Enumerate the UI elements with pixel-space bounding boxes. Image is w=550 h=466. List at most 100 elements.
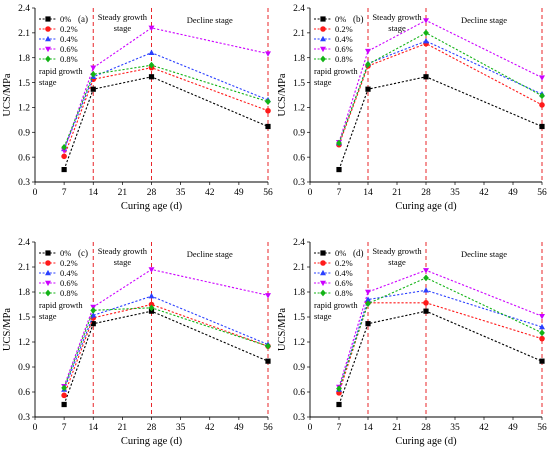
legend-label: 0.6% (335, 44, 353, 54)
series-line-1 (63, 67, 269, 157)
y-tick-label: 1.8 (293, 54, 305, 64)
data-point (365, 300, 371, 308)
stage-label-decline: Decline stage (187, 249, 233, 259)
series-line-0 (338, 310, 543, 405)
data-point (365, 48, 371, 55)
data-point (148, 304, 155, 312)
series-line-2 (338, 289, 543, 390)
data-point (365, 296, 371, 302)
y-tick-label: 0.6 (293, 153, 305, 163)
legend-marker (320, 35, 326, 42)
legend-label: 0.4% (335, 268, 353, 278)
stage-label-steady: stage (388, 23, 406, 33)
x-tick-label: 21 (392, 188, 402, 198)
series-line-3 (338, 19, 543, 143)
x-tick-label: 7 (337, 188, 342, 198)
data-point (148, 74, 155, 80)
chart-panel-d: 0 7 14 21 28 35 42 49 56 0.3 0.6 0.9 1.2 1.5 1.8 2.1 2.4… (277, 238, 547, 447)
stage-label-steady: Steady growth (372, 246, 422, 256)
series-line-2 (63, 295, 269, 390)
x-tick-label: 0 (308, 188, 313, 198)
stage-label-rapid: rapid growth (39, 66, 83, 76)
x-axis-title: Curing age (d) (395, 436, 457, 447)
x-tick-label: 0 (33, 188, 38, 198)
series-line-3 (63, 27, 269, 151)
data-point (148, 61, 155, 69)
legend-marker (320, 250, 326, 256)
data-point (61, 392, 67, 399)
y-axis-title: UCS/MPa (2, 308, 13, 352)
series-line-4 (338, 277, 543, 389)
x-tick-label: 42 (479, 188, 489, 198)
legend-label: 0% (60, 14, 71, 24)
data-point (148, 293, 155, 299)
series-line-0 (63, 76, 269, 170)
legend-marker (45, 250, 51, 256)
x-tick-label: 14 (363, 423, 373, 433)
panel-label: (d) (353, 248, 364, 258)
series-line-0 (63, 310, 269, 405)
y-tick-label: 2.4 (18, 4, 30, 14)
legend-label: 0.8% (60, 288, 78, 298)
x-tick-label: 35 (176, 188, 186, 198)
x-tick-label: 49 (234, 188, 244, 198)
legend-label: 0% (335, 248, 346, 258)
data-point (265, 293, 271, 299)
data-point (61, 166, 67, 173)
legend-label: 0.4% (60, 268, 78, 278)
data-point (336, 385, 342, 393)
y-tick-label: 1.5 (18, 313, 30, 323)
stage-label-rapid: stage (314, 77, 332, 87)
x-tick-label: 49 (508, 188, 518, 198)
y-tick-label: 2.1 (293, 29, 305, 39)
y-tick-label: 0.9 (293, 128, 305, 138)
data-point (539, 92, 545, 100)
x-axis-title: Curing age (d) (121, 201, 183, 212)
legend-label: 0.6% (335, 278, 353, 288)
stage-label-rapid: stage (314, 311, 332, 321)
legend-marker (320, 46, 326, 53)
data-point (539, 123, 545, 130)
x-tick-label: 28 (147, 423, 157, 433)
x-tick-label: 35 (450, 423, 460, 433)
x-tick-label: 7 (337, 423, 342, 433)
y-axis-title: UCS/MPa (2, 73, 13, 117)
x-tick-label: 7 (62, 188, 67, 198)
panel-label: (b) (353, 14, 364, 24)
y-tick-label: 1.8 (18, 54, 30, 64)
data-point (90, 312, 97, 318)
x-tick-label: 28 (421, 423, 431, 433)
y-tick-label: 2.4 (293, 4, 305, 14)
data-point (90, 70, 97, 78)
y-tick-label: 0.6 (18, 388, 30, 398)
x-tick-label: 28 (147, 188, 157, 198)
legend-label: 0.2% (335, 24, 353, 34)
stage-label-rapid: rapid growth (39, 300, 83, 310)
chart-panel-b: 0 7 14 21 28 35 42 49 56 0.3 0.6 0.9 1.2 1.5 1.8 2.1 2.4… (277, 4, 547, 212)
series-line-4 (338, 32, 543, 144)
data-point (148, 25, 155, 32)
legend-marker (45, 16, 51, 22)
legend-marker (320, 289, 326, 297)
x-tick-label: 56 (537, 423, 547, 433)
data-point (61, 384, 67, 392)
data-point (539, 102, 545, 108)
y-tick-label: 0.9 (18, 363, 30, 373)
stage-label-steady: Steady growth (372, 12, 422, 22)
legend-label: 0.8% (335, 54, 353, 64)
y-tick-label: 0.9 (293, 363, 305, 373)
y-tick-label: 2.4 (293, 238, 305, 248)
series-line-2 (338, 40, 543, 144)
x-tick-label: 7 (62, 423, 67, 433)
legend-marker (320, 269, 326, 276)
y-tick-label: 1.8 (293, 288, 305, 298)
legend-marker (320, 26, 326, 32)
y-tick-label: 0.9 (18, 128, 30, 138)
y-tick-label: 1.8 (18, 288, 30, 298)
y-tick-label: 1.5 (293, 79, 305, 89)
data-point (423, 287, 429, 293)
data-point (336, 166, 342, 173)
x-tick-label: 28 (421, 188, 431, 198)
data-point (265, 358, 271, 364)
